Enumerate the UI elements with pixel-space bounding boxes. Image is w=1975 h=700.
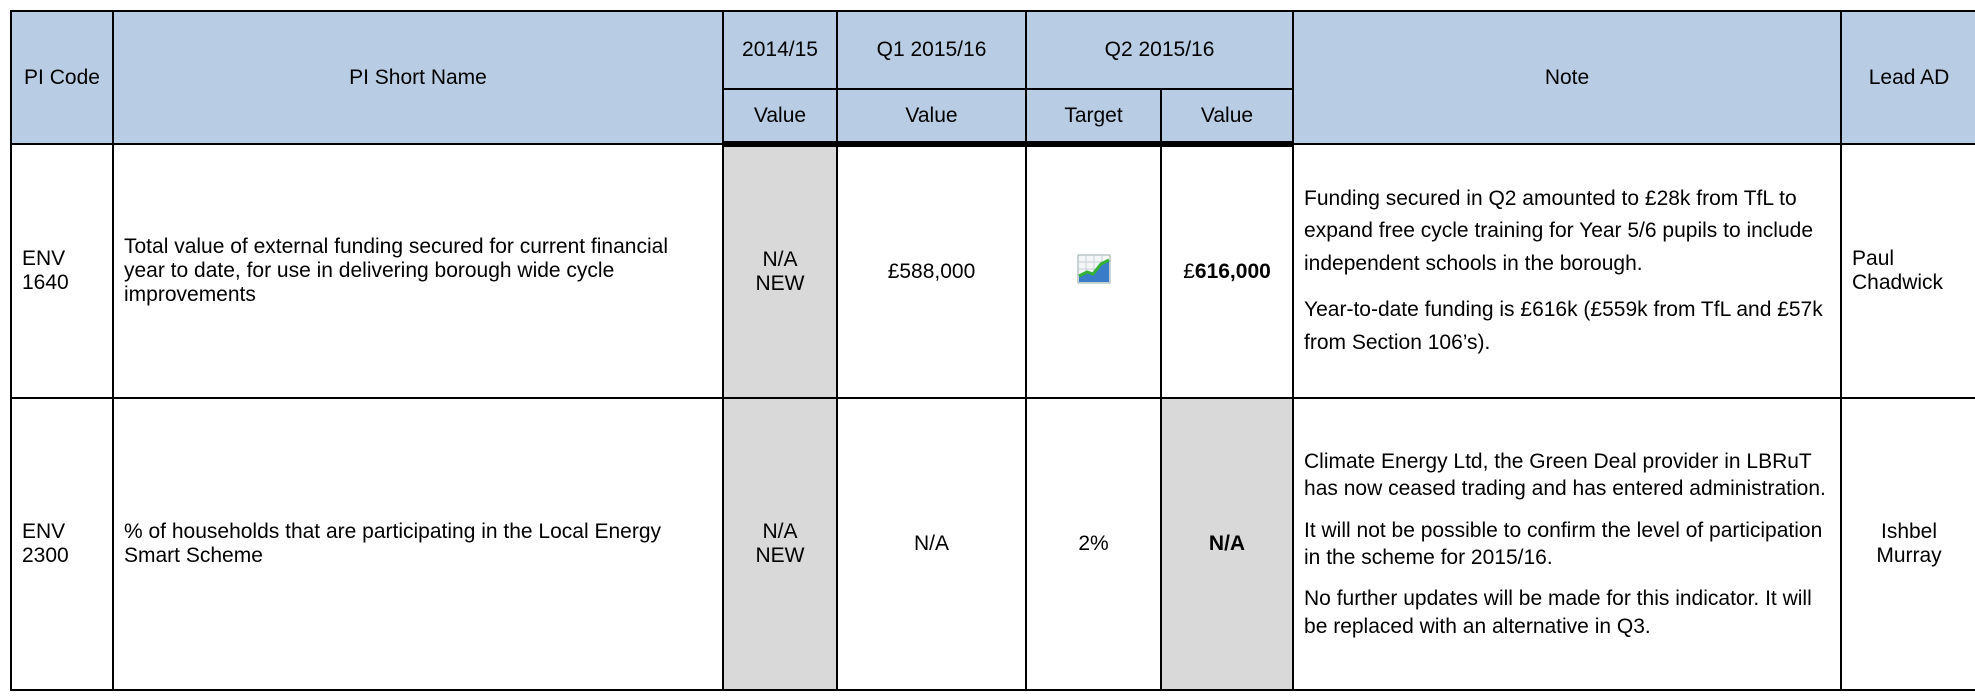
value: 616,000 <box>1194 260 1271 283</box>
note: It will not be possible to confirm the l… <box>1304 518 1823 569</box>
header-cell: Note <box>1292 10 1843 145</box>
note: No further updates will be made for this… <box>1304 587 1812 638</box>
value: N/A <box>762 248 798 271</box>
pi-table: PI Code PI Short Name 2014/15 Q1 2015/16… <box>10 10 1975 691</box>
code: ENV <box>22 520 66 543</box>
value-cell: N/A <box>836 397 1027 691</box>
code: ENV <box>22 247 66 270</box>
lead-cell: Paul Chadwick <box>1840 143 1975 399</box>
note-cell: Climate Energy Ltd, the Green Deal provi… <box>1292 397 1843 691</box>
name-cell: % of households that are participating i… <box>112 397 724 691</box>
header-cell: PI Short Name <box>112 10 724 145</box>
value-cell: £588,000 <box>836 143 1027 399</box>
value-cell: N/A NEW <box>722 143 838 399</box>
value-cell: N/A <box>1159 397 1295 691</box>
note: Climate Energy Ltd, the Green Deal provi… <box>1304 450 1826 501</box>
code: 1640 <box>22 271 69 294</box>
header-cell: Target <box>1025 88 1162 147</box>
header-cell: PI Code <box>10 10 114 145</box>
note-cell: Funding secured in Q2 amounted to £28k f… <box>1292 143 1843 399</box>
value: N/A <box>762 520 798 543</box>
value: N/A <box>1208 532 1246 555</box>
trend-icon <box>1077 254 1110 284</box>
header-cell: Value <box>722 88 838 147</box>
lead-cell: Ishbel Murray <box>1840 397 1975 691</box>
header-cell: Value <box>836 88 1027 147</box>
header-cell: Value <box>1159 88 1295 147</box>
code-cell: ENV 2300 <box>10 397 114 691</box>
header-cell: Q1 2015/16 <box>836 10 1027 90</box>
code: 2300 <box>22 544 69 567</box>
value: NEW <box>755 544 805 567</box>
code-cell: ENV 1640 <box>10 143 114 399</box>
name-cell: Total value of external funding secured … <box>112 143 724 399</box>
value-cell: £616,000 <box>1159 143 1295 399</box>
note: Year-to-date funding is £616k (£559k fro… <box>1304 298 1823 354</box>
header-cell: Lead AD <box>1840 10 1975 145</box>
value: NEW <box>755 272 805 295</box>
note: Funding secured in Q2 amounted to £28k f… <box>1304 186 1814 275</box>
target-cell <box>1025 143 1162 399</box>
value-cell: N/A NEW <box>722 397 838 691</box>
header-cell: 2014/15 <box>722 10 838 90</box>
header-cell: Q2 2015/16 <box>1024 10 1295 90</box>
currency: £ <box>1183 260 1195 283</box>
target-cell: 2% <box>1025 397 1162 691</box>
